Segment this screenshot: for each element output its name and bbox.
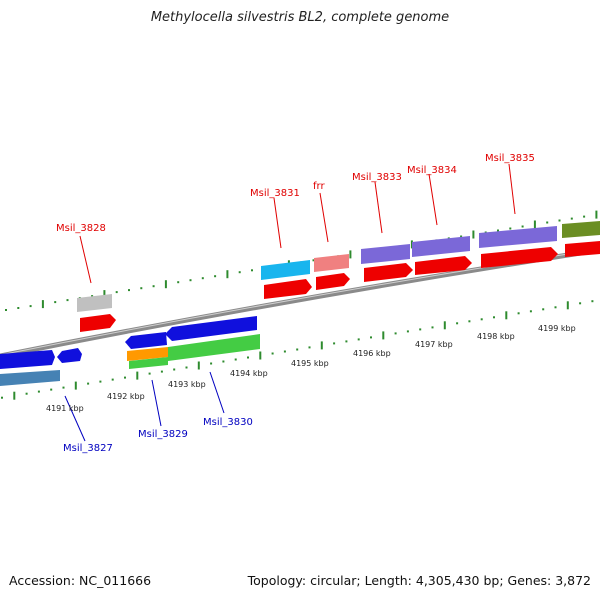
feature-msil-3830-blue[interactable]: [165, 316, 257, 341]
feature-msil-3829-orange[interactable]: [127, 347, 168, 361]
tick-label-4197: 4197 kbp: [415, 340, 453, 349]
reverse-labels: Msil_3827 Msil_3829 Msil_3830: [63, 371, 253, 454]
feature-msil-3833-cds[interactable]: [364, 263, 413, 282]
leader-frr: [319, 192, 329, 243]
tick-row-lower: [1, 300, 594, 400]
feature-msil-3828-cds[interactable]: [80, 314, 116, 332]
gene-label-msil-3834[interactable]: Msil_3834: [407, 165, 457, 176]
tick-label-4198: 4198 kbp: [477, 332, 515, 341]
tick-label-4191: 4191 kbp: [46, 404, 84, 413]
feature-msil-3827-blue[interactable]: [0, 350, 55, 369]
leader-msil-3833: [374, 181, 383, 234]
feature-msil-3828-gray[interactable]: [77, 294, 112, 312]
gene-label-msil-3835[interactable]: Msil_3835: [485, 153, 535, 164]
feature-msil-3827-steel[interactable]: [0, 370, 60, 386]
feature-msil-3833-lavender[interactable]: [361, 244, 410, 264]
feature-msil-3831-sky[interactable]: [261, 260, 310, 280]
tick-label-4194: 4194 kbp: [230, 369, 268, 378]
leader-msil-3834: [428, 173, 438, 226]
feature-frr-cds[interactable]: [316, 273, 350, 290]
leader-msil-3831: [273, 197, 282, 249]
tick-label-4196: 4196 kbp: [353, 349, 391, 358]
feature-msil-3835-lavender[interactable]: [479, 226, 557, 248]
gene-label-msil-3828[interactable]: Msil_3828: [56, 223, 106, 234]
tick-label-4193: 4193 kbp: [168, 380, 206, 389]
feature-msil-3834-lavender[interactable]: [412, 236, 470, 257]
gene-label-msil-3829[interactable]: Msil_3829: [138, 429, 188, 440]
feature-blue-small[interactable]: [57, 348, 82, 363]
tick-label-4195: 4195 kbp: [291, 359, 329, 368]
feature-olive-cds[interactable]: [565, 241, 600, 257]
reverse-strand-features: [0, 316, 260, 386]
feature-msil-3831-cds[interactable]: [264, 279, 312, 299]
gene-label-msil-3831[interactable]: Msil_3831: [250, 188, 300, 199]
gene-label-frr[interactable]: frr: [313, 181, 325, 192]
forward-labels: Msil_3828 Msil_3831 frr Msil_3833 Msil_3…: [56, 153, 535, 284]
gene-label-msil-3833[interactable]: Msil_3833: [352, 172, 402, 183]
tick-label-4192: 4192 kbp: [107, 392, 145, 401]
feature-msil-3834-cds[interactable]: [415, 256, 472, 275]
feature-olive[interactable]: [562, 221, 600, 238]
leader-msil-3835: [508, 163, 516, 215]
leader-msil-3828: [79, 235, 92, 284]
accession-text: Accession: NC_011666: [9, 573, 152, 588]
gene-label-msil-3830[interactable]: Msil_3830: [203, 417, 253, 428]
genome-title: Methylocella silvestris BL2, complete ge…: [150, 10, 450, 25]
kbp-tick-labels: 4191 kbp 4192 kbp 4193 kbp 4194 kbp 4195…: [46, 324, 576, 413]
leader-msil-3829: [151, 379, 162, 427]
feature-msil-3829-blue[interactable]: [125, 332, 167, 349]
gene-label-msil-3827[interactable]: Msil_3827: [63, 443, 113, 454]
leader-msil-3827: [64, 395, 86, 442]
forward-strand-features: [77, 221, 600, 332]
tick-label-4199: 4199 kbp: [538, 324, 576, 333]
feature-frr-pink[interactable]: [314, 254, 349, 272]
leader-msil-3830: [209, 371, 225, 414]
genome-summary-text: Topology: circular; Length: 4,305,430 bp…: [247, 573, 591, 588]
feature-msil-3830-green[interactable]: [168, 334, 260, 361]
feature-msil-3835-cds[interactable]: [481, 247, 558, 268]
feature-msil-3829-green[interactable]: [129, 357, 168, 369]
